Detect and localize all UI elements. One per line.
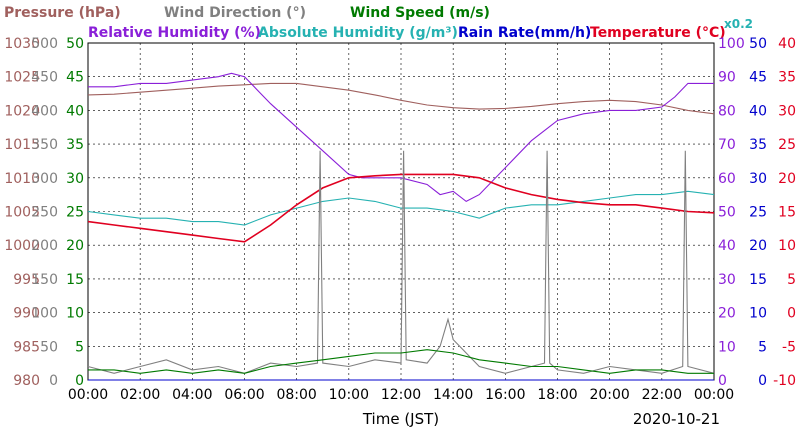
x-tick-label: 14:00: [433, 387, 473, 403]
tick-label-wind-speed: 50: [66, 36, 84, 52]
series-line-absolute-humidity-g-m: [87, 190, 715, 226]
tick-label-wind-dir: 0: [49, 373, 58, 389]
tick-label-rain: 5: [758, 339, 767, 355]
x-tick-label: 06:00: [224, 387, 264, 403]
tick-label-wind-dir: 450: [31, 70, 58, 86]
x-tick-label: 02:00: [120, 387, 160, 403]
x-tick-label: 18:00: [537, 387, 577, 403]
tick-label-rain: 15: [749, 272, 767, 288]
tick-label-wind-dir: 300: [31, 171, 58, 187]
tick-label-wind-dir: 100: [31, 306, 58, 322]
x-tick-label: 00:00: [694, 387, 734, 403]
tick-label-temp: -5: [782, 339, 796, 355]
x-tick-label: 10:00: [329, 387, 369, 403]
tick-label-temp: 10: [778, 238, 796, 254]
legend-temperature: Temperature (°C): [590, 25, 726, 41]
tick-label-rain: 10: [749, 306, 767, 322]
x-tick-label: 22:00: [642, 387, 682, 403]
tick-label-wind-speed: 10: [66, 306, 84, 322]
tick-label-rain: 20: [749, 238, 767, 254]
tick-label-wind-speed: 30: [66, 171, 84, 187]
tick-label-temp: 30: [778, 103, 796, 119]
tick-label-humidity: 10: [718, 339, 736, 355]
tick-label-humidity: 20: [718, 306, 736, 322]
series-line-pressure-hpa: [87, 82, 715, 115]
x-tick-label: 08:00: [276, 387, 316, 403]
tick-label-temp: 40: [778, 36, 796, 52]
tick-label-pressure: 1020: [4, 103, 40, 119]
tick-label-temp: 25: [778, 137, 796, 153]
x-tick-label: 04:00: [172, 387, 212, 403]
legend-wind-speed: Wind Speed (m/s): [350, 5, 490, 21]
tick-label-wind-speed: 40: [66, 103, 84, 119]
tick-label-pressure: 1015: [4, 137, 40, 153]
tick-label-rain: 0: [758, 373, 767, 389]
tick-label-pressure: 995: [13, 272, 40, 288]
tick-label-temp: -10: [773, 373, 796, 389]
tick-label-wind-dir: 50: [40, 339, 58, 355]
tick-label-wind-dir: 500: [31, 36, 58, 52]
tick-label-wind-speed: 15: [66, 272, 84, 288]
tick-label-pressure: 1010: [4, 171, 40, 187]
tick-label-rain: 35: [749, 137, 767, 153]
x-axis-title: Time (JST): [362, 410, 439, 428]
tick-label-wind-speed: 25: [66, 205, 84, 221]
series-layer: [87, 72, 715, 381]
series-line-wind-direction: [87, 150, 715, 374]
tick-label-humidity: 80: [718, 103, 736, 119]
tick-label-rain: 50: [749, 36, 767, 52]
tick-label-wind-dir: 350: [31, 137, 58, 153]
tick-label-pressure: 1005: [4, 205, 40, 221]
legend-scale-note: x0.2: [724, 17, 753, 31]
legend-pressure: Pressure (hPa): [4, 5, 121, 21]
legend-absolute-humidity: Absolute Humidity (g/m³): [258, 25, 458, 41]
axis-labels: 1030102510201015101010051000995990985980…: [4, 36, 796, 403]
tick-label-temp: 35: [778, 70, 796, 86]
tick-label-pressure: 990: [13, 306, 40, 322]
series-line-relative-humidity: [88, 72, 714, 203]
tick-label-pressure: 1030: [4, 36, 40, 52]
x-tick-label: 16:00: [485, 387, 525, 403]
tick-label-humidity: 60: [718, 171, 736, 187]
tick-label-pressure: 985: [13, 339, 40, 355]
tick-label-wind-dir: 250: [31, 205, 58, 221]
tick-label-pressure: 1025: [4, 70, 40, 86]
tick-label-rain: 40: [749, 103, 767, 119]
tick-label-wind-speed: 35: [66, 137, 84, 153]
tick-label-wind-speed: 20: [66, 238, 84, 254]
series-line-wind-speed-m-s: [88, 349, 714, 374]
tick-label-wind-dir: 400: [31, 103, 58, 119]
x-tick-label: 20:00: [589, 387, 629, 403]
legend-relative-humidity: Relative Humidity (%): [88, 25, 261, 41]
tick-label-humidity: 50: [718, 205, 736, 221]
legend-rain-rate: Rain Rate(mm/h): [458, 25, 591, 41]
tick-label-rain: 45: [749, 70, 767, 86]
tick-label-rain: 30: [749, 171, 767, 187]
tick-label-temp: 5: [787, 272, 796, 288]
x-tick-label: 12:00: [381, 387, 421, 403]
tick-label-humidity: 30: [718, 272, 736, 288]
tick-label-rain: 25: [749, 205, 767, 221]
tick-label-wind-dir: 200: [31, 238, 58, 254]
tick-label-humidity: 100: [718, 36, 745, 52]
tick-label-pressure: 980: [13, 373, 40, 389]
tick-label-humidity: 90: [718, 70, 736, 86]
x-tick-label: 00:00: [68, 387, 108, 403]
tick-label-humidity: 0: [718, 373, 727, 389]
tick-label-temp: 20: [778, 171, 796, 187]
date-label: 2020-10-21: [633, 410, 720, 428]
tick-label-wind-speed: 5: [75, 339, 84, 355]
tick-label-wind-speed: 45: [66, 70, 84, 86]
tick-label-wind-dir: 150: [31, 272, 58, 288]
tick-label-wind-speed: 0: [75, 373, 84, 389]
tick-label-temp: 15: [778, 205, 796, 221]
series-line-temperature-c: [87, 173, 715, 243]
legend-wind-direction: Wind Direction (°): [164, 5, 306, 21]
tick-label-temp: 0: [787, 306, 796, 322]
tick-label-humidity: 70: [718, 137, 736, 153]
tick-label-humidity: 40: [718, 238, 736, 254]
tick-label-pressure: 1000: [4, 238, 40, 254]
